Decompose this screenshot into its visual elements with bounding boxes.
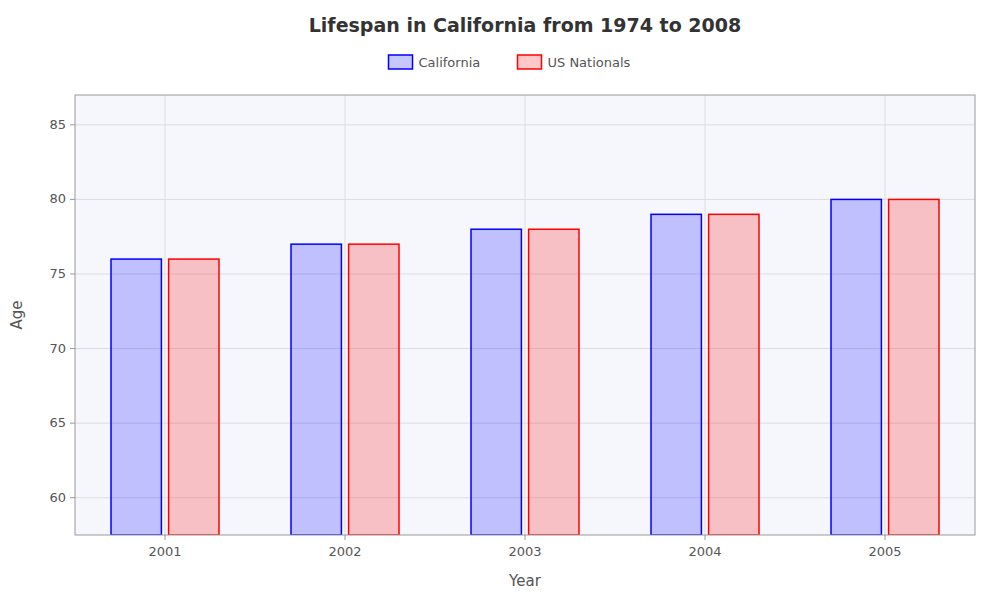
x-tick-label: 2004 xyxy=(688,544,721,559)
x-grid-line xyxy=(525,95,526,535)
y-axis-label: Age xyxy=(8,300,26,329)
legend: California US Nationals xyxy=(389,55,631,70)
bar xyxy=(471,229,521,535)
legend-item: California xyxy=(389,55,481,70)
series-group xyxy=(169,199,939,535)
y-tick xyxy=(70,124,75,125)
y-tick-label: 80 xyxy=(49,191,66,206)
x-grid-line xyxy=(165,95,166,535)
y-tick-label: 60 xyxy=(49,490,66,505)
x-tick-label: 2005 xyxy=(868,544,901,559)
x-tick-label: 2001 xyxy=(148,544,181,559)
legend-swatch xyxy=(389,55,413,69)
x-tick-label: 2002 xyxy=(328,544,361,559)
x-tick xyxy=(345,535,346,540)
page: {"chart_data": {"type": "bar", "title": … xyxy=(0,0,1000,600)
legend-label: California xyxy=(419,55,481,70)
x-axis: 2001 2002 2003 2004 2005 xyxy=(148,535,901,559)
chart-svg: Lifespan in California from 1974 to 2008… xyxy=(0,0,1000,600)
y-tick xyxy=(70,423,75,424)
bar xyxy=(529,229,579,535)
chart-container: Lifespan in California from 1974 to 2008… xyxy=(0,0,1000,600)
y-tick-label: 75 xyxy=(49,266,66,281)
chart-title: Lifespan in California from 1974 to 2008 xyxy=(309,14,741,36)
plot-background xyxy=(75,95,975,535)
y-tick xyxy=(70,273,75,274)
x-grid-line xyxy=(885,95,886,535)
bar xyxy=(651,214,701,535)
legend-item: US Nationals xyxy=(518,55,631,70)
plot-frame xyxy=(75,95,975,535)
bar xyxy=(111,259,161,535)
y-tick xyxy=(70,199,75,200)
x-tick xyxy=(705,535,706,540)
x-tick xyxy=(885,535,886,540)
y-tick-label: 65 xyxy=(49,415,66,430)
y-tick xyxy=(70,497,75,498)
x-tick xyxy=(165,535,166,540)
y-tick xyxy=(70,348,75,349)
series-group xyxy=(111,199,881,535)
x-axis-label: Year xyxy=(508,572,542,590)
legend-swatch xyxy=(518,55,542,69)
bar xyxy=(831,199,881,535)
bar xyxy=(291,244,341,535)
grid xyxy=(75,95,975,535)
y-axis: 60 65 70 75 80 85 xyxy=(49,117,75,505)
bar xyxy=(889,199,939,535)
bar xyxy=(709,214,759,535)
bar xyxy=(349,244,399,535)
y-tick-label: 70 xyxy=(49,341,66,356)
x-grid-line xyxy=(345,95,346,535)
legend-label: US Nationals xyxy=(548,55,631,70)
x-tick xyxy=(525,535,526,540)
x-grid-line xyxy=(705,95,706,535)
bars xyxy=(111,199,939,535)
y-tick-label: 85 xyxy=(49,117,66,132)
x-tick-label: 2003 xyxy=(508,544,541,559)
bar xyxy=(169,259,219,535)
